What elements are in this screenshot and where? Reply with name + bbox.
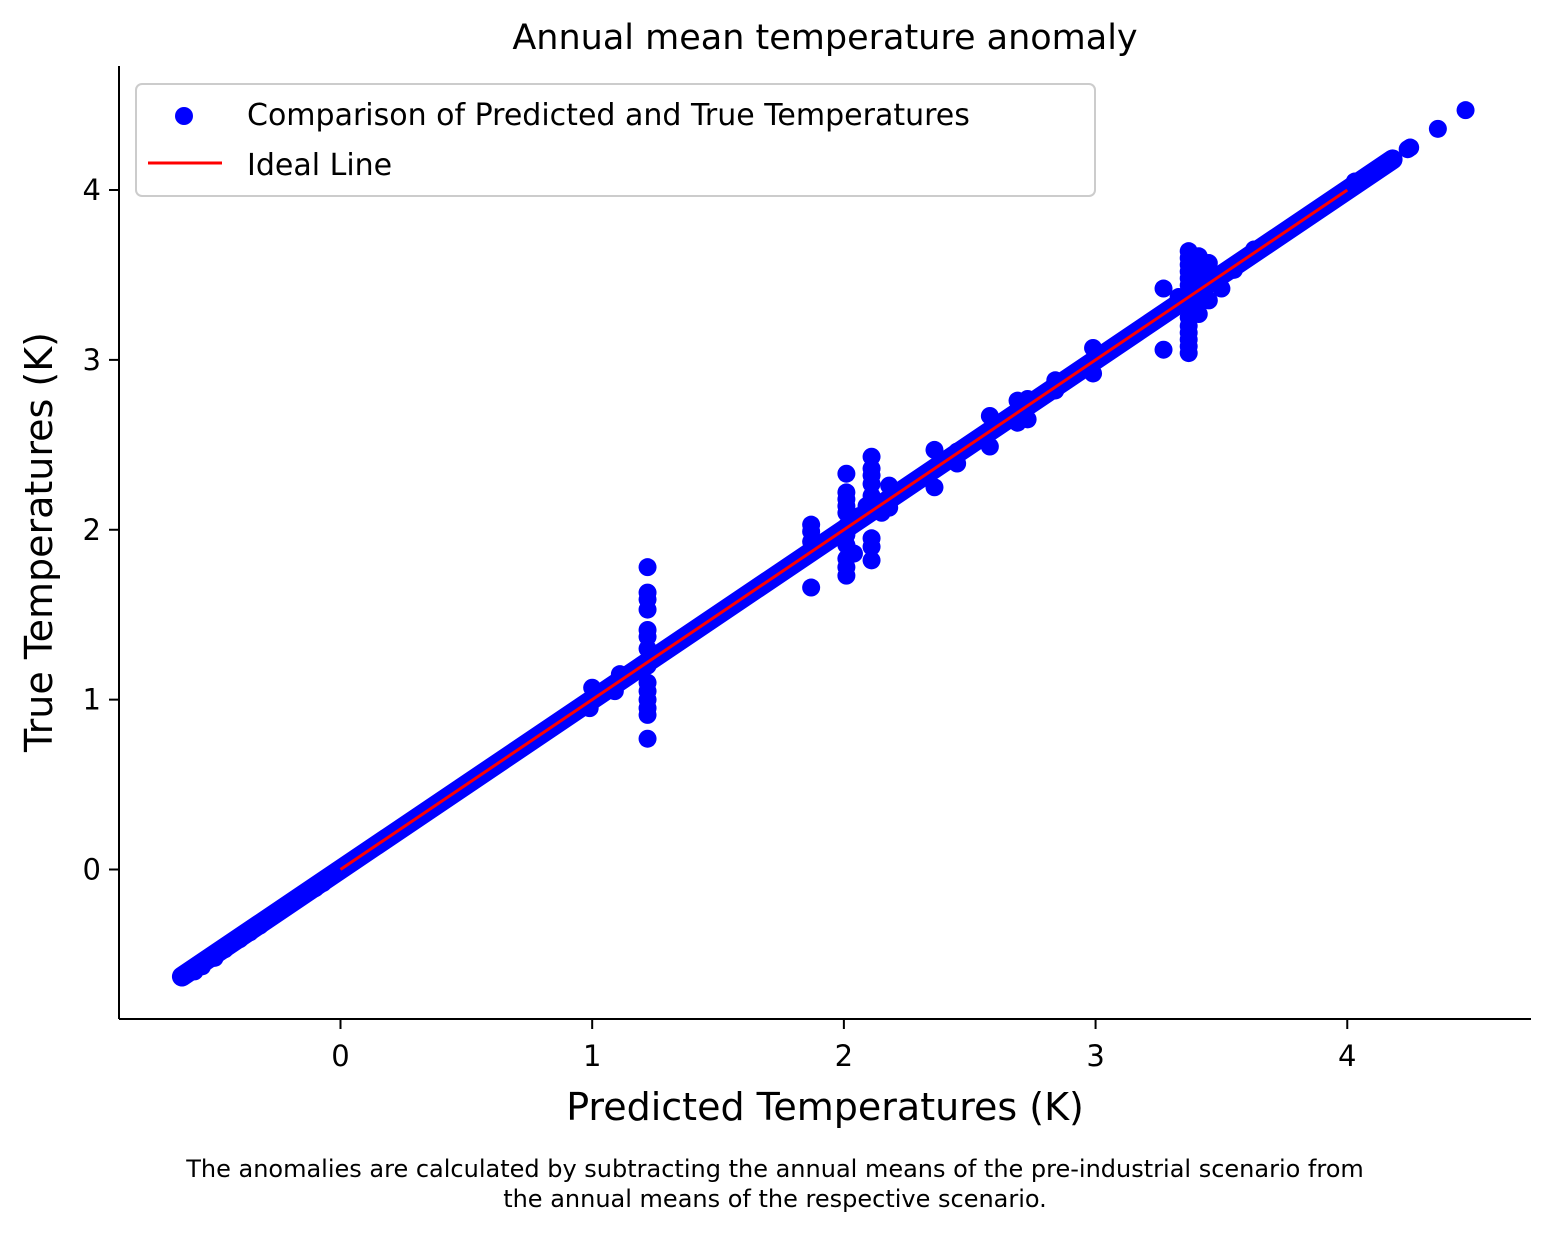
legend-scatter-marker [175, 107, 193, 125]
scatter-point [313, 874, 332, 893]
chart-title: Annual mean temperature anomaly [512, 18, 1137, 58]
legend-label-ideal-line: Ideal Line [247, 148, 392, 183]
scatter-point [880, 498, 899, 517]
x-tick-label: 0 [331, 1039, 349, 1073]
scatter-point [980, 406, 999, 425]
scatter-point [1401, 138, 1420, 157]
scatter-point [638, 656, 657, 675]
scatter-point [583, 678, 602, 697]
y-tick-label: 4 [83, 173, 101, 207]
scatter-point [638, 620, 657, 639]
scatter-point [844, 544, 863, 563]
scatter-points [172, 101, 1475, 986]
scatter-point [1018, 410, 1037, 429]
scatter-point [1084, 338, 1103, 357]
scatter-point [925, 478, 944, 497]
y-axis-label: True Temperatures (K) [17, 332, 61, 753]
x-tick-label: 1 [583, 1039, 601, 1073]
scatter-point [862, 447, 881, 466]
legend-label-scatter: Comparison of Predicted and True Tempera… [247, 98, 970, 133]
y-tick-label: 0 [83, 853, 101, 887]
plot-area [171, 101, 1475, 987]
caption-line-2: the annual means of the respective scena… [503, 1185, 1047, 1213]
scatter-point [862, 551, 881, 570]
figure-caption: The anomalies are calculated by subtract… [0, 1154, 1550, 1214]
scatter-point [1199, 254, 1218, 273]
scatter-point [1154, 279, 1173, 298]
scatter-point [638, 729, 657, 748]
scatter-point [1225, 260, 1244, 279]
scatter-point [1456, 101, 1475, 120]
x-tick-label: 3 [1086, 1039, 1104, 1073]
legend: Comparison of Predicted and True Tempera… [135, 83, 1096, 197]
scatter-point [250, 916, 269, 935]
ideal-line-layer [339, 188, 1349, 871]
scatter-point [1212, 279, 1231, 298]
scatter-point [638, 673, 657, 692]
scatter-point [862, 529, 881, 548]
scatter-point [215, 940, 234, 959]
x-tick-label: 2 [835, 1039, 853, 1073]
scatter-point [1383, 150, 1402, 169]
scatter-point [193, 957, 212, 976]
scatter-point [1345, 172, 1364, 191]
y-tick-label: 3 [83, 343, 101, 377]
y-tick-label: 1 [83, 683, 101, 717]
scatter-point [980, 437, 999, 456]
scatter-point [837, 464, 856, 483]
scatter-point [802, 515, 821, 534]
caption-line-1: The anomalies are calculated by subtract… [186, 1155, 1364, 1183]
scatter-point [283, 892, 302, 911]
scatter-point [1363, 164, 1382, 183]
scatter-point [1428, 119, 1447, 138]
scatter-point [1154, 340, 1173, 359]
x-axis-ticks: 0 1 2 3 4 [331, 1019, 1356, 1073]
scatter-point [837, 483, 856, 502]
scatter-point [1245, 240, 1264, 259]
scatter-point [638, 558, 657, 577]
y-axis-ticks: 0 1 2 3 4 [83, 173, 119, 887]
legend-box [135, 83, 1096, 197]
scatter-point [271, 901, 290, 920]
scatter-point [1199, 291, 1218, 310]
scatter-point [880, 476, 899, 495]
ideal-line [339, 188, 1349, 871]
chart: Annual mean temperature anomaly 0 1 2 3 4 0 1… [17, 18, 1531, 1129]
scatter-point [925, 440, 944, 459]
scatter-point [638, 583, 657, 602]
y-tick-label: 2 [83, 513, 101, 547]
x-tick-label: 4 [1338, 1039, 1356, 1073]
scatter-point [802, 578, 821, 597]
x-axis-label: Predicted Temperatures (K) [566, 1085, 1084, 1129]
scatter-point [1084, 364, 1103, 383]
